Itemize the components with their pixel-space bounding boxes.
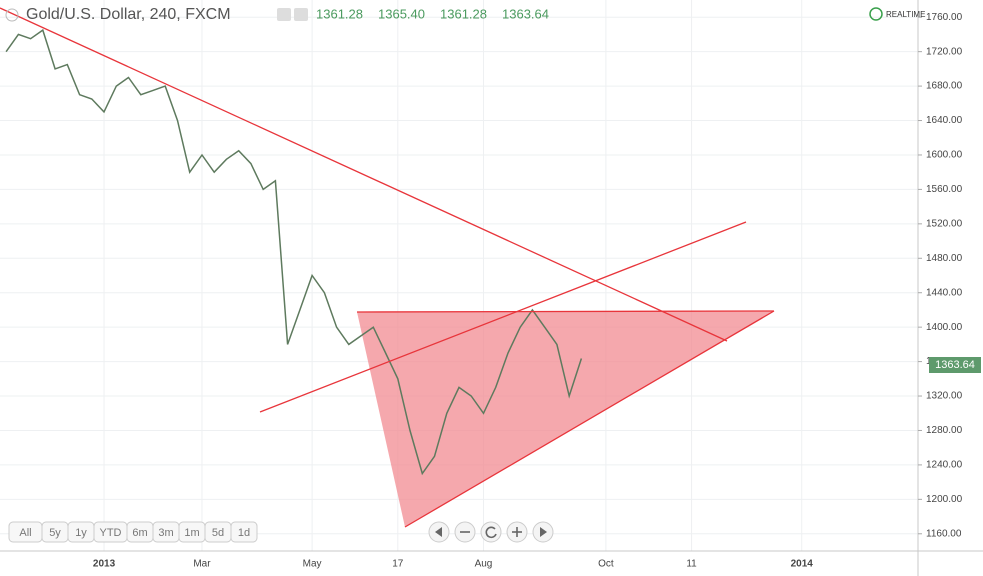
range-button-label: 1y	[75, 527, 87, 539]
trendline	[404, 310, 775, 528]
x-tick-label: Mar	[193, 559, 211, 570]
right-icon	[540, 527, 547, 537]
y-tick-label: 1320.00	[926, 391, 963, 402]
ohlc-value: 1361.28	[440, 6, 487, 21]
realtime-icon	[869, 7, 883, 21]
trendline	[259, 221, 747, 413]
range-button[interactable]	[230, 521, 258, 543]
triangle-drawing	[357, 311, 774, 527]
last-price-label: 1363.64	[935, 359, 975, 371]
trendlines	[0, 7, 775, 528]
reset-icon	[485, 526, 497, 539]
x-tick-label: 11	[686, 559, 697, 570]
x-tick-label: Oct	[598, 559, 614, 570]
range-button-label: 6m	[132, 527, 147, 539]
y-tick-label: 1240.00	[926, 460, 963, 471]
range-button-label: 3m	[158, 527, 173, 539]
y-tick-label: 1680.00	[926, 81, 963, 92]
range-button-label: 1m	[184, 527, 199, 539]
trendline	[356, 310, 775, 313]
price-series	[5, 28, 583, 476]
range-button-label: All	[19, 527, 31, 539]
ohlc-value: 1365.40	[378, 6, 425, 21]
trendline	[0, 7, 728, 342]
y-tick-label: 1280.00	[926, 425, 963, 436]
nav-icons	[435, 526, 547, 539]
x-tick-label: 2014	[791, 559, 814, 570]
left-icon	[435, 527, 442, 537]
y-tick-label: 1160.00	[926, 528, 962, 539]
range-button-label: 1d	[238, 527, 250, 539]
symbol-icon	[5, 8, 19, 22]
chart-title: Gold/U.S. Dollar, 240, FXCM	[26, 6, 231, 23]
reset-button[interactable]	[480, 521, 502, 543]
y-tick-label: 1520.00	[926, 218, 963, 229]
eye-icon[interactable]	[277, 8, 291, 21]
y-tick-label: 1200.00	[926, 494, 963, 505]
x-tick-label: May	[303, 559, 322, 570]
x-tick-label: 2013	[93, 559, 116, 570]
ohlc-value: 1363.64	[502, 6, 549, 21]
range-buttons: All 5y 1y YTD 6m 3m 1m 5d 1d	[8, 521, 258, 543]
y-tick-label: 1400.00	[926, 322, 963, 333]
y-tick-label: 1480.00	[926, 253, 963, 264]
ohlc-value: 1361.28	[316, 6, 363, 21]
settings-icon[interactable]	[294, 8, 308, 21]
range-button-label: 5y	[49, 527, 61, 539]
range-button-label: YTD	[100, 527, 122, 539]
x-tick-label: Aug	[475, 559, 493, 570]
y-tick-label: 1560.00	[926, 184, 963, 195]
y-tick-label: 1720.00	[926, 46, 963, 57]
y-tick-label: 1640.00	[926, 115, 963, 126]
y-tick-label: 1600.00	[926, 150, 963, 161]
price-line	[5, 28, 583, 476]
realtime-label: REALTIME	[886, 10, 925, 19]
last-price-tag	[929, 357, 981, 373]
ohlc-legend: 1361.28 1365.40 1361.28 1363.64	[316, 6, 549, 21]
x-tick-label: 17	[392, 559, 404, 570]
y-tick-label: 1440.00	[926, 287, 963, 298]
y-tick-label: 1760.00	[926, 12, 963, 23]
range-button-label: 5d	[212, 527, 224, 539]
